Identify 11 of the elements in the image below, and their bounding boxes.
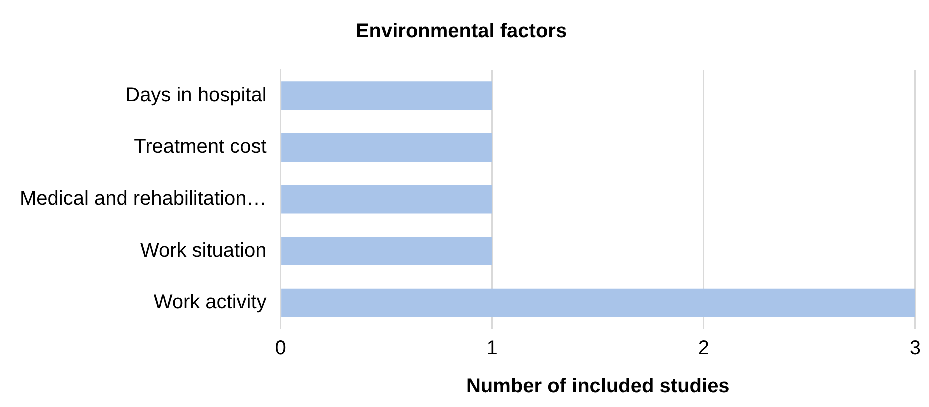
- x-tick-label: 1: [486, 338, 498, 360]
- y-tick-label: Treatment cost: [134, 136, 268, 158]
- y-tick-label: Medical and rehabilitation…: [20, 188, 267, 210]
- x-axis-title: Number of included studies: [466, 376, 730, 398]
- chart-title: Environmental factors: [356, 20, 568, 43]
- y-tick-label: Work activity: [154, 292, 267, 314]
- x-tick-label: 2: [698, 338, 710, 360]
- y-tick-label: Days in hospital: [126, 84, 267, 106]
- y-tick-label: Work situation: [140, 240, 267, 262]
- x-tick-label: 3: [910, 338, 921, 360]
- x-tick-label: 0: [275, 338, 286, 360]
